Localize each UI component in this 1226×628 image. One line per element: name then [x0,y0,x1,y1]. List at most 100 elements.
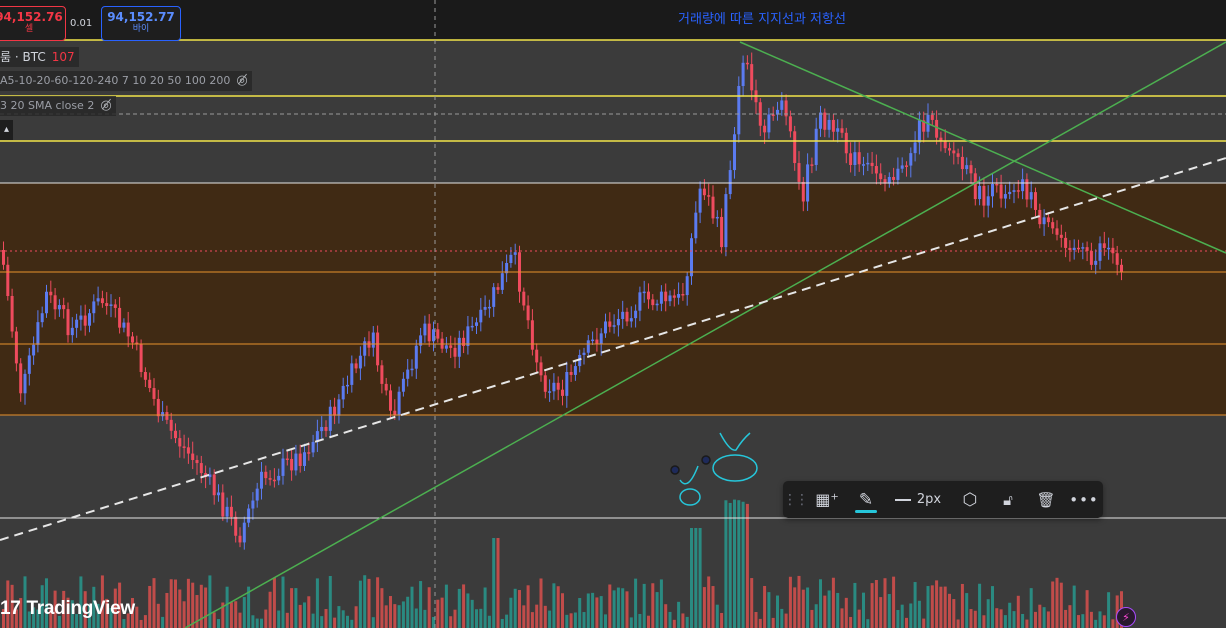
volume-bar [440,597,444,628]
legend-sma-row[interactable]: 3 20 SMA close 2 ◎̸ [0,96,116,116]
volume-bar [638,613,642,628]
volume-bar [169,579,173,628]
lock-icon[interactable]: 🔓︎ [1003,490,1013,509]
annotation-circle-1[interactable] [679,488,701,506]
candle-body [982,185,986,206]
volume-bar [573,612,577,628]
volume-bar [367,578,371,628]
volume-bar [1003,615,1007,628]
candle-body [853,152,857,166]
checkmark-stroke-2[interactable] [719,432,751,451]
candle-body [376,332,380,366]
candle-body [449,345,453,348]
annotation-dot-2[interactable] [701,455,711,465]
volume-bar [500,618,504,628]
candle-body [320,426,324,432]
brush-annotations[interactable] [670,432,758,506]
volume-bar [260,618,263,628]
volume-bar [234,601,238,628]
candle-body [1064,237,1068,248]
candle-body [522,291,526,306]
legend-ema-row[interactable]: A5-10-20-60-120-240 7 10 20 50 100 200 ◎̸ [0,71,252,91]
volume-bar [143,615,147,628]
more-icon[interactable]: ••• [1069,490,1099,509]
volume-bar [2,609,5,628]
line-width-button[interactable]: 2px [885,481,951,518]
candle-body [526,305,530,321]
volume-bar [298,604,302,628]
volume-bar [793,587,797,628]
volume-bar [62,590,66,628]
legend-symbol-row[interactable]: 룸 · BTC 107 [0,47,79,67]
candle-body [827,119,831,130]
resistance-zone [0,183,1226,415]
eye-hidden-icon[interactable]: ◎̸ [236,73,248,88]
buy-button[interactable]: 94,152.77 바이 [101,6,181,41]
candle-body [457,337,461,357]
volume-bar [677,601,681,628]
candle-body [2,250,5,265]
candle-body [991,183,994,197]
volume-bar [702,587,706,628]
volume-bar [10,584,14,628]
chart-title-text[interactable]: 거래량에 따른 지지선과 저항선 [678,12,846,27]
sell-button[interactable]: 94,152.76 셀 [0,6,66,41]
volume-bar [436,599,440,628]
volume-bar [578,598,582,628]
candle-body [831,119,835,132]
volume-bar [371,617,375,628]
candle-body [702,188,706,196]
candle-body [780,100,784,110]
alert-icon[interactable]: ⚡ [1116,607,1136,627]
collapse-legend-button[interactable]: ▴ [0,120,13,140]
candle-body [492,287,496,307]
trash-icon[interactable]: 🗑︎ [1036,490,1056,509]
candle-body [1025,179,1029,200]
volume-bar [582,612,586,628]
checkmark-stroke-1[interactable] [679,465,699,485]
candle-body [186,447,190,454]
candle-body [604,321,607,334]
volume-bar [479,608,483,628]
annotation-dot-1[interactable] [670,465,680,475]
candle-body [53,295,57,310]
candle-body [922,120,926,132]
candle-body [788,116,792,132]
eye-hidden-icon[interactable]: ◎̸ [100,98,112,113]
volume-bar [27,611,31,628]
volume-bar [384,605,388,628]
volume-bar [358,580,362,628]
volume-bar [862,592,865,628]
candle-body [229,506,233,517]
volume-bar [518,590,521,628]
candle-body [371,332,375,348]
candle-body [242,522,246,543]
volume-bar [131,598,134,628]
candle-body [268,478,272,480]
candle-body [1098,243,1102,261]
templates-icon[interactable]: ▦⁺ [815,490,839,509]
green-downtrend-line[interactable] [739,41,1226,254]
candle-body [131,336,134,343]
drawing-toolbar: ⋮⋮ ▦⁺ ✎ 2px ⬡ 🔓︎ 🗑︎ ••• [783,481,1103,518]
volume-bar [952,599,956,628]
candle-body [887,176,891,184]
volume-bar [14,609,18,628]
volume-bar [720,612,724,628]
volume-bar [423,609,427,628]
brush-icon[interactable]: ✎ [847,481,885,518]
candle-body [126,322,130,337]
volume-bar [892,576,896,628]
symbol-count: 107 [51,50,75,64]
candle-body [324,426,328,431]
drag-handle-icon[interactable]: ⋮⋮ [783,491,809,508]
green-uptrend-line[interactable] [184,41,1226,628]
candle-body [948,148,951,151]
white-dashed-trendline[interactable] [0,157,1226,541]
annotation-circle-2[interactable] [712,454,758,482]
candle-body [539,362,543,376]
settings-icon[interactable]: ⬡ [962,489,978,510]
candle-body [668,295,672,302]
volume-bar [432,616,435,628]
